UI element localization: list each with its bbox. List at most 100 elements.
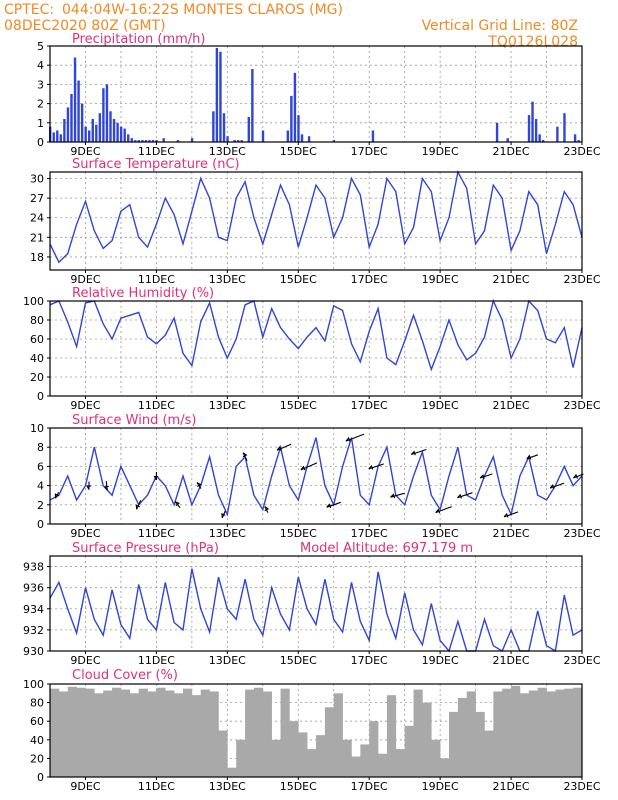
precip-bar [573, 134, 577, 142]
panel-frame [49, 555, 583, 652]
precip-bar [123, 128, 126, 142]
cloud-bar [307, 749, 317, 777]
wind-arrow [411, 448, 427, 456]
y-tick-label: 936 [23, 582, 44, 595]
precip-bar [102, 88, 105, 142]
wind-arrow [390, 492, 405, 498]
x-tick-label: 21DEC [493, 399, 530, 412]
precip-bar [495, 122, 499, 142]
title-wind: Surface Wind (m/s) [72, 413, 196, 428]
cloud-bar [191, 695, 202, 777]
wind-arrow [300, 462, 318, 471]
cloud-bar [386, 695, 397, 777]
precip-bar [91, 118, 94, 142]
header-code: TQ0126L028 [487, 34, 578, 50]
precip-bar [534, 118, 538, 142]
wind-arrow-head [435, 508, 441, 514]
x-tick-label: 17DEC [351, 780, 388, 793]
cloud-bar [271, 739, 281, 777]
x-tick-label: 13DEC [209, 654, 246, 667]
cloud-bar [200, 689, 210, 777]
cloud-bar [156, 687, 166, 777]
x-tick-label: 17DEC [351, 145, 388, 158]
precip-bar [577, 140, 580, 142]
y-tick-label: 60 [30, 715, 44, 728]
cloud-bar [342, 739, 352, 777]
precip-bar [219, 51, 222, 143]
x-tick-label: 15DEC [280, 273, 317, 286]
y-tick-label: 10 [30, 422, 44, 435]
x-tick-label: 11DEC [138, 780, 175, 793]
precip-bar [563, 113, 566, 142]
cloud-bar [298, 732, 308, 777]
cloud-bar [360, 744, 370, 777]
y-tick-label: 100 [23, 295, 44, 308]
precip-bar [332, 140, 336, 142]
wind-arrow-head [526, 454, 532, 460]
cloud-bar [112, 687, 122, 777]
wind-arrow-head [457, 493, 462, 499]
wind-arrow [105, 481, 108, 491]
y-tick-label: 934 [23, 603, 44, 616]
cloud-bar [218, 730, 228, 777]
y-tick-label: 40 [30, 352, 44, 365]
wind-arrow [242, 452, 248, 462]
x-tick-label: 9DEC [70, 145, 100, 158]
cloud-bar [528, 690, 538, 777]
cloud-bar [475, 711, 485, 777]
x-tick-label: 13DEC [209, 273, 246, 286]
precip-bar [148, 140, 151, 142]
wind-arrow-head [503, 512, 509, 518]
y-tick-label: 8 [37, 441, 44, 454]
precip-bar [215, 47, 219, 142]
wind-arrow-head [276, 446, 282, 451]
header-location: 044:04W-16:22S MONTES CLAROS (MG) [62, 2, 343, 18]
precip-bar [233, 140, 236, 142]
x-tick-label: 17DEC [351, 527, 388, 540]
y-tick-label: 5 [37, 40, 44, 53]
cloud-bar [422, 702, 432, 777]
y-tick-label: 0 [37, 390, 44, 403]
model-altitude: Model Altitude: 697.179 m [300, 541, 473, 556]
cloud-bar [351, 756, 361, 777]
precip-bar [151, 140, 155, 142]
x-tick-label: 21DEC [493, 145, 530, 158]
wind-arrow [136, 500, 142, 510]
y-tick-label: 930 [23, 645, 44, 658]
title-cloud: Cloud Cover (%) [72, 668, 178, 683]
x-tick-label: 9DEC [70, 273, 100, 286]
precip-bar [293, 72, 297, 142]
precip-bar [59, 134, 63, 142]
title-temp: Surface Temperature (nC) [72, 157, 240, 172]
wind-arrow-head [153, 475, 159, 481]
precip-bar [105, 84, 109, 142]
cloud-bar [147, 691, 157, 777]
y-tick-label: 18 [30, 251, 44, 264]
y-tick-label: 0 [37, 518, 44, 531]
y-tick-label: 27 [30, 192, 44, 205]
panel-frame [49, 45, 583, 143]
precip-bar [70, 94, 73, 142]
cloud-bar [440, 758, 450, 777]
x-tick-label: 17DEC [351, 273, 388, 286]
panel-temp: 18 21 24 27 30 9DEC 11DEC 13DEC 15DEC 17DEC 19DEC 2… [30, 169, 601, 286]
y-tick-label: 80 [30, 314, 44, 327]
wind-arrow-head [264, 506, 270, 512]
cloud-bar [457, 697, 468, 777]
precip-bar [176, 140, 180, 142]
x-tick-label: 15DEC [280, 780, 317, 793]
cloud-bar [50, 688, 60, 777]
cloud-bar [333, 693, 343, 777]
precip-bar [261, 130, 265, 142]
y-tick-label: 0 [37, 771, 44, 784]
precip-bar [56, 130, 59, 142]
y-tick-label: 100 [23, 678, 44, 691]
cloud-bar [449, 711, 459, 777]
x-tick-label: 17DEC [351, 399, 388, 412]
x-tick-label: 21DEC [493, 527, 530, 540]
x-tick-label: 23DEC [563, 273, 600, 286]
precip-bar [127, 134, 130, 142]
x-tick-label: 13DEC [209, 399, 246, 412]
cloud-bar [165, 690, 175, 777]
